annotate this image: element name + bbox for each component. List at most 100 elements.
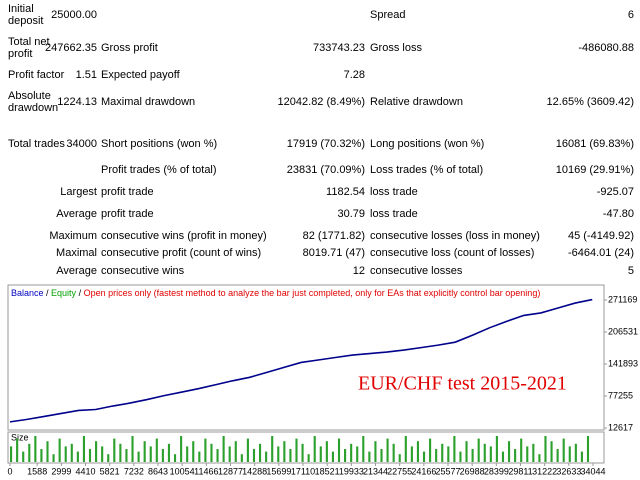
size-bar	[514, 449, 517, 462]
size-bar	[28, 443, 31, 462]
field-label: Absolute drawdown	[8, 90, 59, 114]
size-bar	[155, 438, 158, 462]
field-value: -486080.88	[578, 42, 634, 54]
header-part: /	[76, 288, 84, 298]
size-bar	[76, 451, 79, 462]
size-bar	[483, 443, 486, 462]
size-bar	[228, 446, 231, 462]
field-value: 10169 (29.91%)	[555, 164, 634, 176]
field-label: Gross profit	[101, 42, 158, 54]
size-bar	[210, 443, 213, 462]
x-tick-label: 19933	[339, 466, 364, 476]
x-tick-label: 17110	[291, 466, 315, 476]
size-bar	[556, 449, 559, 462]
size-bar	[58, 438, 61, 462]
field-label: Short positions (won %)	[101, 138, 218, 150]
field-value: 6	[627, 9, 634, 21]
size-bar	[192, 441, 195, 462]
size-bar	[113, 438, 116, 462]
size-bar	[258, 443, 262, 462]
x-tick-label: 31222	[532, 466, 557, 476]
x-tick-label: 7232	[124, 466, 144, 476]
field-label: Relative drawdown	[370, 96, 463, 108]
field-value: 5	[627, 265, 634, 277]
size-bar	[180, 436, 183, 462]
field-value: -47.80	[602, 208, 634, 220]
size-bar	[337, 438, 341, 462]
chart-header: Balance / Equity / Open prices only (fas…	[11, 288, 540, 298]
field-label: consecutive loss (count of losses)	[370, 247, 535, 259]
field-value: 1182.54	[326, 186, 365, 198]
size-bar	[125, 449, 128, 462]
size-bar	[356, 446, 359, 462]
size-bar	[471, 449, 474, 462]
size-bar	[131, 436, 134, 462]
size-bar	[532, 443, 535, 462]
x-tick-label: 0	[7, 466, 12, 476]
size-bar	[265, 451, 268, 462]
size-bar	[16, 438, 19, 462]
x-tick-label: 12877	[218, 466, 243, 476]
field-label: consecutive losses (loss in money)	[370, 230, 540, 242]
field-label: Long positions (won %)	[370, 138, 485, 150]
field-value: 82 (1771.82)	[302, 230, 365, 242]
field-value: Average	[56, 265, 97, 277]
size-bar	[22, 451, 25, 462]
size-bar	[580, 451, 583, 462]
size-bar	[101, 446, 104, 462]
size-bar	[277, 446, 280, 462]
size-bar	[198, 451, 201, 462]
field-value: 733743.23	[313, 42, 365, 54]
size-bar	[550, 441, 553, 462]
field-label: Profit trades (% of total)	[101, 164, 217, 176]
size-bar	[362, 436, 365, 462]
size-bar	[538, 454, 541, 462]
size-bar	[216, 449, 219, 462]
field-label: profit trade	[101, 208, 154, 220]
size-bar	[186, 446, 189, 462]
size-bar	[526, 446, 529, 462]
header-part: Open prices only (fastest method to anal…	[84, 288, 541, 298]
size-bar	[307, 454, 310, 462]
field-label: Expected payoff	[101, 69, 180, 81]
size-bar	[82, 436, 86, 462]
size-bar	[562, 438, 565, 462]
field-value: 23831 (70.09%)	[286, 164, 365, 176]
field-label: Initial deposit	[8, 3, 44, 27]
x-tick-label: 22755	[387, 466, 412, 476]
size-bar	[149, 446, 152, 462]
balance-line	[9, 298, 593, 423]
y-tick-label: 12617	[608, 422, 633, 432]
size-bar	[204, 438, 207, 462]
field-label: consecutive wins	[101, 265, 185, 277]
size-bar	[435, 449, 438, 462]
size-bar	[289, 449, 292, 462]
field-value: Maximum	[49, 230, 97, 242]
x-tick-label: 32633	[556, 466, 581, 476]
field-value: 1.51	[75, 69, 97, 81]
size-bar	[422, 451, 426, 462]
header-part: Balance	[11, 288, 44, 298]
field-label: Spread	[370, 9, 406, 21]
field-value: 17919 (70.32%)	[286, 138, 365, 150]
annotation: EUR/CHF test 2015-2021	[358, 373, 567, 395]
field-label: loss trade	[370, 186, 418, 198]
size-bar	[441, 443, 444, 462]
size-bar	[501, 451, 505, 462]
size-bar	[246, 438, 249, 462]
field-label: Gross loss	[370, 42, 422, 54]
size-bar	[586, 436, 590, 462]
x-tick-label: 24166	[411, 466, 436, 476]
field-value: 12.65% (3609.42)	[546, 96, 634, 108]
size-bar	[64, 446, 67, 462]
size-bar	[568, 446, 571, 462]
field-value: 25000.00	[51, 9, 97, 21]
size-bar	[161, 449, 164, 462]
field-value: 7.28	[343, 69, 365, 81]
size-bar	[429, 438, 432, 462]
size-bar	[350, 443, 353, 462]
size-bar	[398, 454, 401, 462]
size-bar	[404, 436, 407, 462]
